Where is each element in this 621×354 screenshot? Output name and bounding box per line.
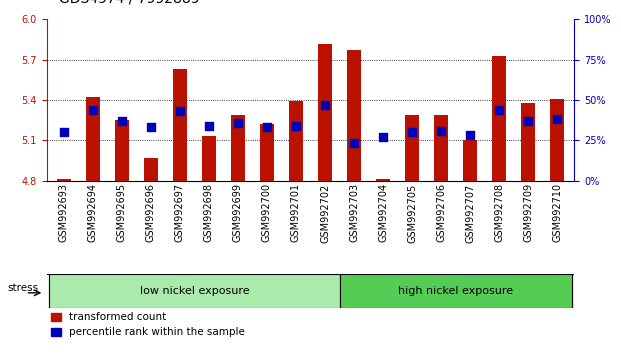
Bar bbox=[550, 99, 564, 181]
Text: GSM992704: GSM992704 bbox=[378, 183, 388, 242]
Bar bbox=[376, 179, 390, 181]
Point bbox=[175, 108, 185, 114]
Text: GSM992693: GSM992693 bbox=[59, 183, 69, 242]
Bar bbox=[231, 115, 245, 181]
Text: GSM992708: GSM992708 bbox=[494, 183, 504, 242]
Point bbox=[349, 141, 359, 146]
Text: high nickel exposure: high nickel exposure bbox=[398, 286, 513, 296]
Point bbox=[407, 129, 417, 135]
Point bbox=[262, 125, 272, 130]
Bar bbox=[433, 115, 448, 181]
Text: GSM992701: GSM992701 bbox=[291, 183, 301, 242]
Bar bbox=[340, 274, 571, 308]
Point bbox=[291, 123, 301, 129]
Point bbox=[117, 118, 127, 124]
Text: GSM992703: GSM992703 bbox=[349, 183, 359, 242]
Bar bbox=[289, 101, 303, 181]
Point bbox=[436, 128, 446, 133]
Text: GSM992705: GSM992705 bbox=[407, 183, 417, 242]
Bar bbox=[318, 44, 332, 181]
Point bbox=[59, 129, 69, 135]
Text: GSM992696: GSM992696 bbox=[146, 183, 156, 242]
Text: GSM992702: GSM992702 bbox=[320, 183, 330, 242]
Text: GSM992707: GSM992707 bbox=[465, 183, 475, 242]
Text: GSM992706: GSM992706 bbox=[436, 183, 446, 242]
Point bbox=[233, 120, 243, 125]
Bar bbox=[405, 115, 419, 181]
Legend: transformed count, percentile rank within the sample: transformed count, percentile rank withi… bbox=[47, 308, 250, 342]
Text: GSM992699: GSM992699 bbox=[233, 183, 243, 242]
Bar bbox=[57, 179, 71, 181]
Text: GSM992695: GSM992695 bbox=[117, 183, 127, 242]
Text: GSM992698: GSM992698 bbox=[204, 183, 214, 242]
Bar bbox=[463, 140, 478, 181]
Point bbox=[465, 133, 475, 138]
Bar bbox=[173, 69, 188, 181]
Bar bbox=[143, 158, 158, 181]
Text: GSM992697: GSM992697 bbox=[175, 183, 185, 242]
Text: GSM992709: GSM992709 bbox=[523, 183, 533, 242]
Point bbox=[378, 134, 388, 140]
Bar bbox=[347, 50, 361, 181]
Point bbox=[523, 118, 533, 124]
Bar bbox=[202, 136, 216, 181]
Bar bbox=[260, 124, 274, 181]
Point bbox=[88, 107, 98, 113]
Bar bbox=[50, 274, 340, 308]
Text: GSM992694: GSM992694 bbox=[88, 183, 98, 242]
Bar bbox=[86, 97, 100, 181]
Point bbox=[204, 123, 214, 129]
Point bbox=[146, 125, 156, 130]
Text: GSM992710: GSM992710 bbox=[552, 183, 562, 242]
Bar bbox=[115, 120, 129, 181]
Point bbox=[552, 116, 562, 122]
Text: stress: stress bbox=[7, 283, 38, 293]
Point bbox=[494, 107, 504, 113]
Text: GSM992700: GSM992700 bbox=[262, 183, 272, 242]
Text: GDS4974 / 7992889: GDS4974 / 7992889 bbox=[59, 0, 199, 5]
Text: low nickel exposure: low nickel exposure bbox=[140, 286, 249, 296]
Bar bbox=[521, 103, 535, 181]
Point bbox=[320, 102, 330, 108]
Bar bbox=[492, 56, 506, 181]
